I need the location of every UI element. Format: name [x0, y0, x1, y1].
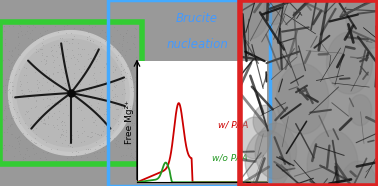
Polygon shape: [349, 95, 372, 126]
Polygon shape: [345, 0, 378, 48]
Polygon shape: [229, 0, 269, 39]
Polygon shape: [255, 123, 296, 179]
Polygon shape: [253, 105, 276, 137]
Polygon shape: [327, 32, 372, 94]
Bar: [240, 0, 378, 186]
Polygon shape: [340, 161, 376, 186]
Text: nucleation: nucleation: [166, 38, 228, 51]
Polygon shape: [17, 39, 125, 147]
Polygon shape: [9, 31, 133, 155]
Text: Added Mg²⁺ →: Added Mg²⁺ →: [173, 165, 237, 174]
Polygon shape: [13, 35, 129, 151]
Polygon shape: [245, 130, 291, 186]
Polygon shape: [307, 130, 358, 186]
Text: Brucite: Brucite: [176, 12, 218, 25]
Polygon shape: [277, 64, 329, 134]
Bar: [0, 22, 142, 164]
Polygon shape: [264, 0, 285, 25]
Polygon shape: [239, 117, 270, 159]
